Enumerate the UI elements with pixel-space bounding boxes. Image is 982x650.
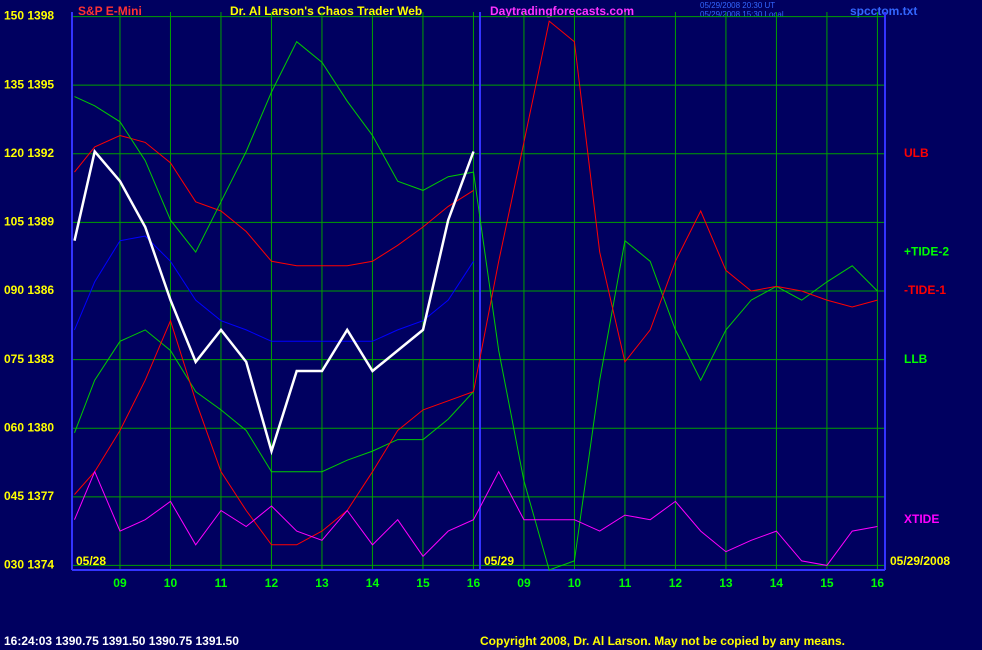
series-label: ULB — [904, 146, 929, 160]
x-tick-label: 11 — [215, 576, 228, 590]
date-label: 05/29/2008 — [890, 554, 950, 568]
series-line — [74, 235, 474, 342]
x-tick-label: 15 — [416, 576, 430, 590]
series-line — [74, 40, 878, 571]
series-line — [74, 329, 474, 473]
x-tick-label: 09 — [113, 576, 127, 590]
x-tick-label: 12 — [265, 576, 279, 590]
chart-title: Dr. Al Larson's Chaos Trader Web — [230, 4, 422, 18]
y-tick-label: 075 1383 — [4, 352, 54, 366]
y-tick-label: 060 1380 — [4, 420, 54, 434]
y-tick-label: 120 1392 — [4, 146, 54, 160]
symbol: S&P E-Mini — [78, 4, 142, 18]
copyright: Copyright 2008, Dr. Al Larson. May not b… — [480, 634, 845, 648]
y-tick-label: 045 1377 — [4, 489, 54, 503]
file-name: spcctom.txt — [850, 4, 917, 18]
date-label: 05/28 — [76, 554, 106, 568]
series-label: LLB — [904, 352, 928, 366]
series-line — [74, 20, 878, 546]
timestamp: 05/29/2008 20:30 UT — [700, 1, 775, 10]
y-tick-label: 135 1395 — [4, 77, 54, 91]
x-tick-label: 12 — [669, 576, 683, 590]
x-tick-label: 14 — [770, 576, 784, 590]
series-label: -TIDE-1 — [904, 283, 946, 297]
x-tick-label: 15 — [820, 576, 834, 590]
series-line — [74, 470, 878, 566]
series-label: XTIDE — [904, 512, 939, 526]
y-tick-label: 030 1374 — [4, 558, 54, 572]
x-tick-label: 13 — [315, 576, 329, 590]
x-tick-label: 11 — [619, 576, 632, 590]
x-tick-label: 10 — [568, 576, 582, 590]
x-tick-label: 16 — [871, 576, 885, 590]
series-line — [74, 134, 474, 267]
series-label: +TIDE-2 — [904, 244, 949, 258]
y-tick-label: 150 1398 — [4, 9, 54, 23]
x-tick-label: 16 — [467, 576, 481, 590]
x-tick-label: 10 — [164, 576, 178, 590]
date-label: 05/29 — [484, 554, 514, 568]
site: Daytradingforecasts.com — [490, 4, 634, 18]
y-tick-label: 105 1389 — [4, 215, 54, 229]
x-tick-label: 09 — [517, 576, 531, 590]
series-line — [73, 148, 475, 456]
timestamp: 05/29/2008 15:30 Local — [700, 10, 784, 19]
x-tick-label: 14 — [366, 576, 380, 590]
quote: 16:24:03 1390.75 1391.50 1390.75 1391.50 — [4, 634, 239, 648]
x-tick-label: 13 — [719, 576, 733, 590]
y-tick-label: 090 1386 — [4, 283, 54, 297]
